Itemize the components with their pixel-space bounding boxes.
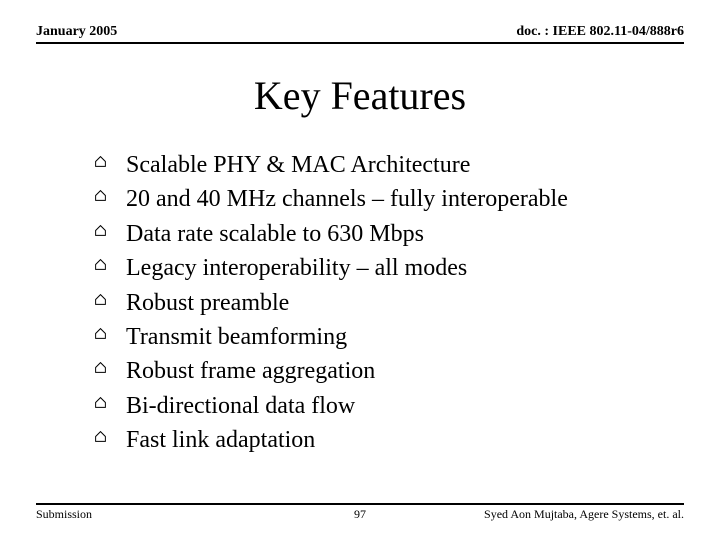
house-icon xyxy=(94,252,126,271)
bullet-text: Bi-directional data flow xyxy=(126,390,674,422)
house-icon xyxy=(94,424,126,443)
list-item: Bi-directional data flow xyxy=(94,390,674,422)
header-date: January 2005 xyxy=(36,24,117,40)
bullet-text: Data rate scalable to 630 Mbps xyxy=(126,218,674,250)
list-item: Legacy interoperability – all modes xyxy=(94,252,674,284)
slide-title: Key Features xyxy=(36,72,684,119)
list-item: Transmit beamforming xyxy=(94,321,674,353)
bullet-text: 20 and 40 MHz channels – fully interoper… xyxy=(126,183,674,215)
bullet-text: Robust frame aggregation xyxy=(126,355,674,387)
list-item: Data rate scalable to 630 Mbps xyxy=(94,218,674,250)
list-item: Fast link adaptation xyxy=(94,424,674,456)
list-item: Scalable PHY & MAC Architecture xyxy=(94,149,674,181)
footer-author: Syed Aon Mujtaba, Agere Systems, et. al. xyxy=(484,507,684,522)
bullet-text: Legacy interoperability – all modes xyxy=(126,252,674,284)
slide-header: January 2005 doc. : IEEE 802.11-04/888r6 xyxy=(36,24,684,44)
bullet-text: Scalable PHY & MAC Architecture xyxy=(126,149,674,181)
bullet-list: Scalable PHY & MAC Architecture 20 and 4… xyxy=(36,149,684,457)
bullet-text: Robust preamble xyxy=(126,287,674,319)
header-doc-id: doc. : IEEE 802.11-04/888r6 xyxy=(516,24,684,40)
house-icon xyxy=(94,183,126,202)
footer-page-number: 97 xyxy=(354,507,366,522)
bullet-text: Transmit beamforming xyxy=(126,321,674,353)
house-icon xyxy=(94,287,126,306)
house-icon xyxy=(94,355,126,374)
list-item: 20 and 40 MHz channels – fully interoper… xyxy=(94,183,674,215)
list-item: Robust preamble xyxy=(94,287,674,319)
slide-footer: Submission 97 Syed Aon Mujtaba, Agere Sy… xyxy=(36,503,684,522)
house-icon xyxy=(94,321,126,340)
house-icon xyxy=(94,390,126,409)
footer-left: Submission xyxy=(36,507,92,522)
bullet-text: Fast link adaptation xyxy=(126,424,674,456)
house-icon xyxy=(94,218,126,237)
list-item: Robust frame aggregation xyxy=(94,355,674,387)
house-icon xyxy=(94,149,126,168)
